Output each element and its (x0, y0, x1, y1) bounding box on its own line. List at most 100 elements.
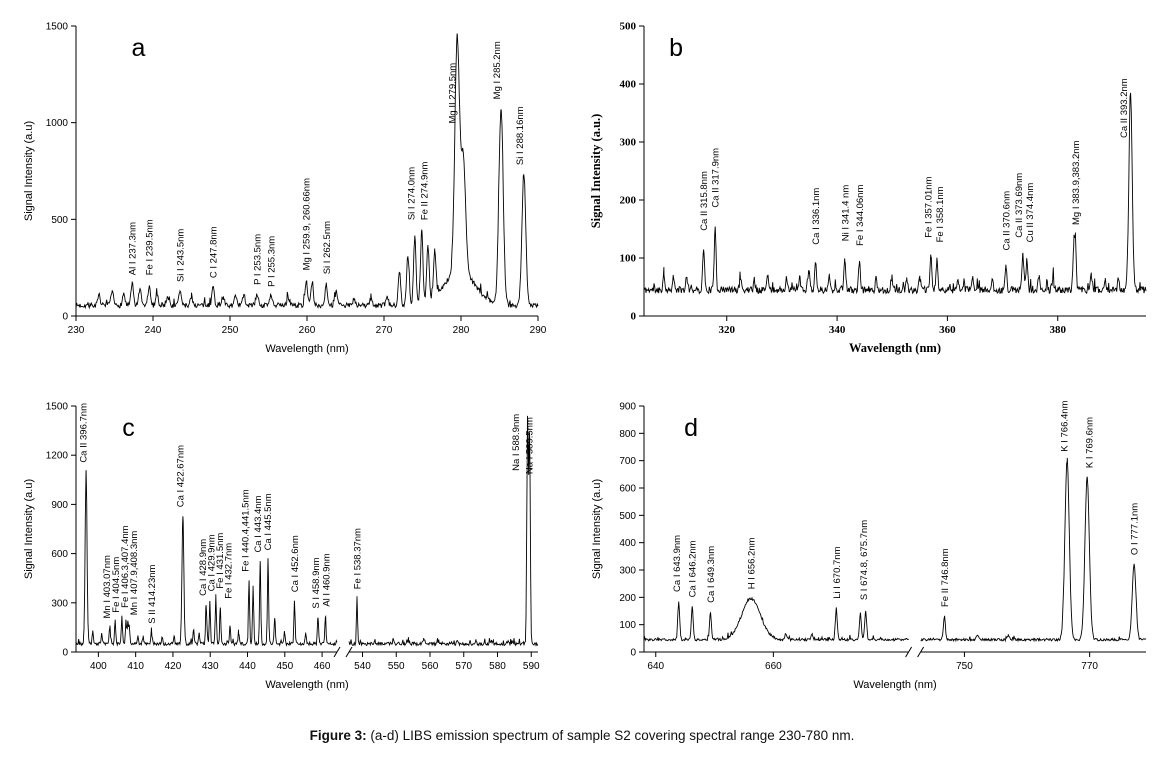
peak-label: Ca I 443.4nm (253, 495, 264, 552)
spectrum-panel-d: 640 660 750 770 0 100 200 300 400 500 600 700 800 900… (580, 390, 1160, 698)
x-tick-label: 420 (165, 661, 182, 672)
peak-label: K I 766.4nm (1059, 400, 1070, 451)
peak-label: S II 414.23nm (147, 564, 158, 623)
peak-label: Fe I 432.7nm (224, 543, 235, 599)
figure-caption-text: (a-d) LIBS emission spectrum of sample S… (370, 728, 855, 743)
peak-label: Ca I 429.9nm (206, 534, 217, 591)
x-tick-label: 290 (530, 325, 547, 336)
spectrum-chart-d: 640 660 750 770 0 100 200 300 400 500 600 700 800 900… (580, 390, 1160, 698)
x-tick-label: 320 (718, 324, 735, 336)
y-tick-label: 0 (62, 648, 68, 659)
peak-label: Fe I 538.37nm (352, 528, 363, 589)
panel-letter: b (669, 34, 683, 62)
x-tick-label: 460 (314, 661, 331, 672)
x-tick-label: 270 (376, 325, 393, 336)
chart-row-top: 230 240 250 260 270 280 290 0 500 1000 1500 Wavelen… (12, 10, 1172, 362)
y-tick-label: 300 (619, 566, 636, 577)
peak-label: Fe I 357.01nm (924, 176, 935, 237)
peak-label: Cu II 374.4nm (1025, 183, 1036, 243)
x-tick-label: 570 (455, 661, 472, 672)
peak-label: Ca I 336.1nm (811, 188, 822, 245)
x-tick-label: 280 (453, 325, 470, 336)
peak-label: Mn I 403.07nm (102, 555, 113, 618)
peak-label: Mg I 259.9, 260.66nm (302, 178, 313, 271)
x-tick-label: 230 (68, 325, 85, 336)
spectrum-panel-c: 400 410 420 430 440 450 460 540 550 560 570 580 590 0… (12, 390, 552, 698)
peak-label: Ca I 445.5nm (263, 493, 274, 550)
peak-label: S I 674.8, 675.7nm (859, 520, 870, 600)
peak-label: Fe I 431.5nm (215, 533, 226, 589)
peak-label: Fe II 274.9nm (420, 161, 431, 220)
chart-row-bottom: 400 410 420 430 440 450 460 540 550 560 570 580 590 0… (12, 390, 1172, 698)
y-tick-label: 0 (62, 312, 68, 323)
y-tick-label: 700 (619, 456, 636, 467)
peak-label: Fe I 239.5nm (145, 219, 156, 275)
y-axis-label: Signal Intensity (a.u) (23, 479, 35, 579)
peak-label: P I 255.3nm (266, 236, 277, 287)
figure-caption: Figure 3: (a-d) LIBS emission spectrum o… (12, 728, 1152, 743)
x-tick-label: 410 (127, 661, 144, 672)
peak-labels: Ca I 643.9nm Ca I 646.2nm Ca I 649.3nm H I … (672, 400, 1141, 607)
peak-label: Al I 460.9nm (321, 553, 332, 606)
x-tick-label: 560 (422, 661, 439, 672)
axes: 640 660 750 770 0 100 200 300 400 500 600 700 800 900… (591, 402, 1146, 691)
peak-label: Mg I 383.9,383.2nm (1071, 140, 1082, 225)
y-tick-label: 500 (620, 21, 637, 33)
peak-label: Fe I 406.3,407.4nm (120, 525, 131, 607)
spectrum-panel-b: 320 340 360 380 0 100 200 300 400 500 Wavelength (… (580, 10, 1160, 362)
x-tick-label: 340 (829, 324, 846, 336)
peak-labels: Al I 237.3nm Fe I 239.5nm Si I 243.5nm C I … (128, 41, 526, 287)
y-tick-label: 400 (620, 79, 637, 91)
axes: 400 410 420 430 440 450 460 540 550 560 570 580 590 0… (23, 402, 540, 692)
axis-break-mark (917, 646, 925, 658)
spectrum-chart-b: 320 340 360 380 0 100 200 300 400 500 Wavelength (… (580, 10, 1160, 362)
peak-label: Mg I 285.2nm (492, 41, 503, 99)
panel-letter: c (122, 414, 135, 442)
y-tick-label: 200 (620, 195, 637, 207)
peak-label: P I 253.5nm (252, 234, 263, 285)
y-tick-label: 600 (51, 549, 68, 560)
axes: 230 240 250 260 270 280 290 0 500 1000 1500 Wavelen… (23, 22, 547, 356)
spectrum-panel-a: 230 240 250 260 270 280 290 0 500 1000 1500 Wavelen… (12, 10, 552, 362)
peak-label: Si I 262.5nm (322, 221, 333, 274)
axes: 320 340 360 380 0 100 200 300 400 500 Wavelength (… (589, 21, 1146, 355)
x-tick-label: 580 (489, 661, 506, 672)
peak-label: Si I 274.0nm (406, 167, 417, 220)
x-tick-label: 430 (202, 661, 219, 672)
x-tick-label: 550 (388, 661, 405, 672)
peak-label: Ca I 428.9nm (198, 539, 209, 596)
peak-label: Ca II 393.2nm (1119, 78, 1130, 138)
peak-label: Fe I 358.1nm (935, 186, 946, 242)
y-tick-label: 200 (619, 593, 636, 604)
peak-label: O I 777.1nm (1130, 503, 1141, 555)
peak-label: Ca II 317.9nm (711, 148, 722, 208)
x-tick-label: 590 (523, 661, 540, 672)
figure-caption-label: Figure 3: (309, 728, 367, 743)
peak-label: Fe I 404.5nm (111, 557, 122, 613)
peak-labels: Ca II 315.8nm Ca II 317.9nm Ca I 336.1nm Ni… (699, 78, 1130, 250)
spectrum-chart-c: 400 410 420 430 440 450 460 540 550 560 570 580 590 0… (12, 390, 552, 698)
y-tick-label: 500 (51, 215, 68, 226)
y-tick-label: 1200 (46, 451, 69, 462)
y-tick-label: 0 (631, 311, 637, 323)
peak-label: Na I 588.9nm (511, 414, 522, 471)
spectrum-line (643, 457, 1147, 643)
x-axis-label: Wavelength (nm) (849, 341, 941, 355)
peak-label: Ca II 396.7nm (79, 403, 90, 463)
peak-label: Fe I 440.4,441.5nm (240, 489, 251, 571)
peak-label: K I 769.6nm (1085, 417, 1096, 468)
peak-label: Ni I 341.4 nm (840, 185, 851, 242)
x-tick-label: 660 (765, 661, 782, 672)
panel-letter: d (684, 414, 698, 442)
axis-break-mark (905, 646, 913, 658)
peak-label: Si I 243.5nm (175, 229, 186, 282)
peak-label: Ca II 373.69nm (1014, 173, 1025, 238)
y-axis-label: Signal Intensity (a.u.) (589, 114, 603, 229)
peak-label: Na I 589.5nm (525, 417, 536, 474)
y-tick-label: 1500 (46, 402, 69, 413)
x-tick-label: 360 (939, 324, 956, 336)
y-tick-label: 1500 (46, 22, 69, 33)
peak-label: Fe II 746.8nm (940, 548, 951, 607)
